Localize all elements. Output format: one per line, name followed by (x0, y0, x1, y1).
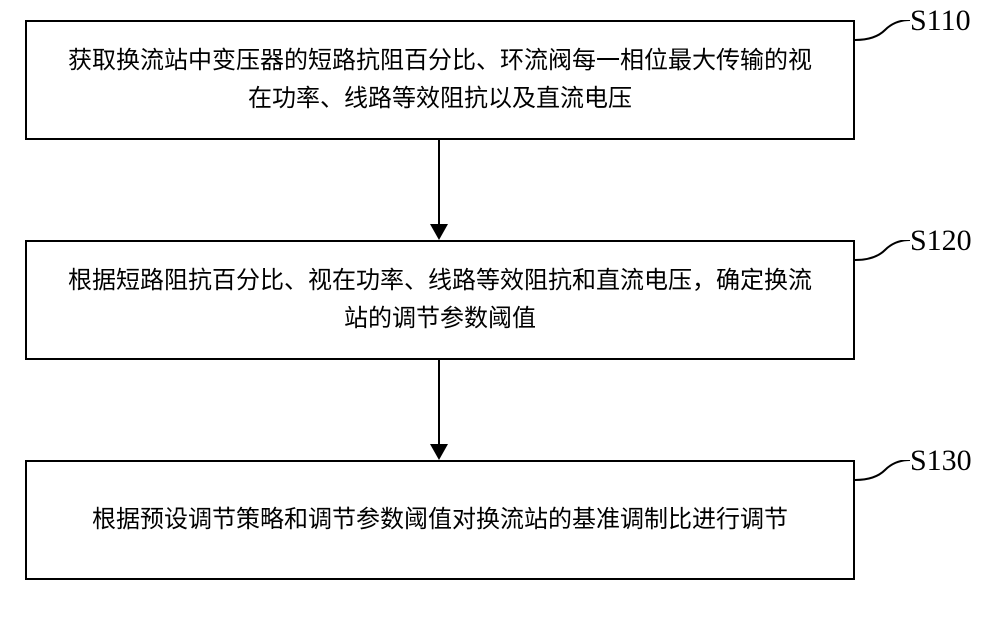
label-connector-3 (855, 460, 910, 505)
step-box-1: 获取换流站中变压器的短路抗阻百分比、环流阀每一相位最大传输的视在功率、线路等效阻… (25, 20, 855, 140)
step-box-2: 根据短路阻抗百分比、视在功率、线路等效阻抗和直流电压，确定换流站的调节参数阈值 (25, 240, 855, 360)
connector-2 (438, 360, 440, 444)
step-label-2: S120 (910, 224, 972, 258)
label-connector-2 (855, 240, 910, 285)
step-label-3: S130 (910, 444, 972, 478)
step-text-1: 获取换流站中变压器的短路抗阻百分比、环流阀每一相位最大传输的视在功率、线路等效阻… (67, 42, 813, 119)
step-label-1: S110 (910, 4, 971, 38)
arrow-2 (430, 444, 448, 460)
label-connector-1 (855, 20, 910, 65)
flowchart-container: 获取换流站中变压器的短路抗阻百分比、环流阀每一相位最大传输的视在功率、线路等效阻… (0, 0, 1000, 633)
step-text-3: 根据预设调节策略和调节参数阈值对换流站的基准调制比进行调节 (92, 501, 788, 539)
step-text-2: 根据短路阻抗百分比、视在功率、线路等效阻抗和直流电压，确定换流站的调节参数阈值 (67, 262, 813, 339)
connector-1 (438, 140, 440, 224)
arrow-1 (430, 224, 448, 240)
step-box-3: 根据预设调节策略和调节参数阈值对换流站的基准调制比进行调节 (25, 460, 855, 580)
